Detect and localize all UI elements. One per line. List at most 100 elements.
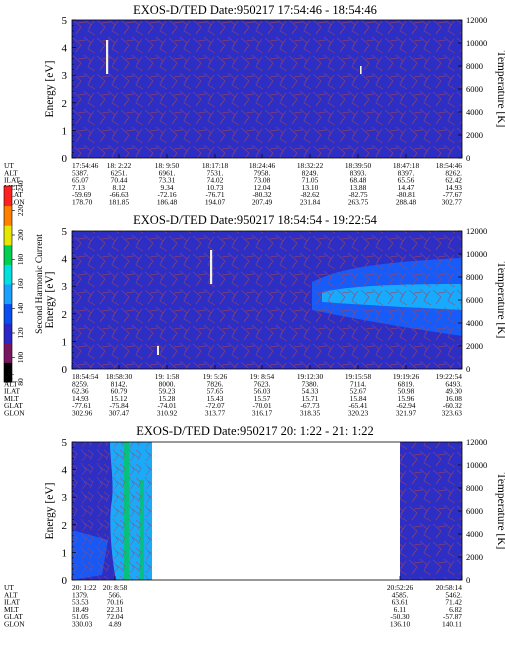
panel-2-right-tick-label: 6000 (466, 295, 483, 305)
panel-2-table-cell: 8259. (72, 379, 89, 388)
panel-2-row-label: MLT (4, 394, 19, 403)
panel-2-table-cell: 60.79 (111, 387, 128, 396)
panel-1-table-cell: -76.71 (205, 190, 224, 199)
panel-2-ylabel: Energy [eV] (44, 272, 56, 329)
panel-1-left-tick-label: 0 (62, 153, 68, 165)
panel-2-table-cell: 57.65 (207, 387, 224, 396)
panel-1-left-tick-label: 1 (62, 125, 68, 137)
panel-1-table-cell: 65.07 (72, 176, 89, 185)
panel-2-table-cell: 323.63 (442, 409, 463, 418)
panel-1-row-label: ILAT (4, 176, 20, 185)
panel-2-right-tick-label: 2000 (466, 341, 483, 351)
panel-1-table-cell: 7958. (254, 168, 271, 177)
panel-2-table-cell: 14.93 (72, 394, 89, 403)
panel-3-ylabel-right: Temperature [K] (495, 473, 505, 550)
panel-1-table-cell: 18:47:18 (393, 161, 420, 170)
panel-1-table-cell: 6961. (159, 168, 176, 177)
panel-2-table-cell: 19:22:54 (436, 372, 463, 381)
panel-1-table-cell: 13.10 (302, 183, 319, 192)
panel-2-row-label: GLAT (4, 401, 23, 410)
panel-3-segment-1-texture (72, 442, 152, 580)
panel-2-table-cell: 49.30 (445, 387, 462, 396)
panel-2-table-cell: 8142. (111, 379, 128, 388)
panel-2-table-cell: 7623. (254, 379, 271, 388)
panel-1-right-tick-label: 10000 (466, 38, 487, 48)
panel-2-table-cell: 6819. (398, 379, 415, 388)
panel-2-row-label: ILAT (4, 387, 20, 396)
panel-1-orbit-table: UTALTILATMLTGLATGLON17:54:465387.65.077.… (4, 154, 463, 207)
panel-3-table-cell: 4.89 (109, 620, 122, 629)
panel-2-table-cell: 15.96 (398, 394, 415, 403)
panel-3-row-label: GLAT (4, 612, 23, 621)
panel-2-table-cell: 19: 5:26 (203, 372, 228, 381)
panel-1-ylabel: Energy [eV] (44, 61, 56, 118)
colorbar-cell (4, 264, 12, 285)
panel-2-table-cell: 15.43 (207, 394, 224, 403)
panel-1-table-cell: 12.04 (254, 183, 271, 192)
panel-1-left-tick-label: 5 (62, 15, 68, 27)
panel-2-table-cell: -62.94 (396, 401, 415, 410)
panel-1-table-cell: 62.42 (445, 176, 462, 185)
panel-3-right-tick-label: 2000 (466, 552, 483, 562)
panel-1-left-tick-label: 3 (62, 70, 68, 82)
panel-3-table-cell: -57.87 (443, 612, 462, 621)
panel-1-table-cell: 302.77 (442, 198, 463, 207)
panel-2-right-ticks: 0 2000 4000 6000 8000 10000 12000 (458, 226, 487, 374)
panel-2-table-cell: 50.98 (398, 387, 415, 396)
panel-2-table-cell: 15.57 (254, 394, 271, 403)
panel-2-table-cell: 15.28 (159, 394, 176, 403)
panel-2-spike-1 (210, 250, 213, 284)
panel-3-right-tick-label: 10000 (466, 460, 487, 470)
panel-2-table-cell: 62.36 (72, 387, 89, 396)
colorbar-tick-label: 200 (16, 229, 25, 241)
panel-1-table-cell: 73.31 (159, 176, 176, 185)
panel-2-table-cell: 18:54:54 (72, 372, 99, 381)
panel-2-table-cell: 15.71 (302, 394, 319, 403)
panel-2-title: EXOS-D/TED Date:950217 18:54:54 - 19:22:… (133, 213, 377, 227)
panel-1-table-cell: 6251. (111, 168, 128, 177)
panel-1-table-cell: 18:54:46 (436, 161, 463, 170)
panel-3-table-cell: 51.05 (72, 612, 89, 621)
panel-1-table-cell: -82.75 (348, 190, 367, 199)
panel-3-table-cell: 136.10 (390, 620, 411, 629)
panel-2-table-cell: 59.23 (159, 387, 176, 396)
panel-2-row-label: UT (4, 372, 14, 381)
panel-1-table-cell: 8262. (445, 168, 462, 177)
panel-3-table-cell: 71.42 (445, 598, 462, 607)
panel-1-right-tick-label: 0 (466, 153, 470, 163)
colorbar-cell (4, 303, 12, 324)
panel-2-table-cell: 318.35 (300, 409, 321, 418)
panel-3-table-cell: 63.61 (392, 598, 409, 607)
panel-2-table-cell: 302.96 (72, 409, 93, 418)
panel-2-table-cell: 7826. (207, 379, 224, 388)
panel-2-spike-2 (157, 346, 159, 355)
panel-2-table-cell: -72.07 (205, 401, 224, 410)
panel-2-right-tick-label: 10000 (466, 249, 487, 259)
panel-2-table-cell: 320.23 (348, 409, 369, 418)
panel-2: EXOS-D/TED Date:950217 18:54:54 - 19:22:… (4, 213, 505, 418)
panel-2-table-cell: -67.73 (300, 401, 319, 410)
panel-1-table-cell: 68.48 (350, 176, 367, 185)
colorbar-tick-label: 140 (16, 303, 25, 315)
panel-2-table-cell: 313.77 (205, 409, 226, 418)
panel-1-table-cell: 8393. (350, 168, 367, 177)
panel-2-left-tick-label: 0 (62, 364, 68, 376)
panel-1-table-cell: -66.63 (109, 190, 128, 199)
panel-1-table-cell: 18:17:18 (202, 161, 229, 170)
panel-2-table-cell: 18:58:30 (106, 372, 133, 381)
panel-3-right-tick-label: 12000 (466, 437, 487, 447)
panel-2-left-tick-label: 3 (62, 281, 68, 293)
panel-2-left-tick-label: 5 (62, 226, 68, 238)
panel-1-row-label: UT (4, 161, 14, 170)
colorbar-tick-label: 220 (16, 205, 25, 217)
panel-1-left-ticks: 0 1 2 3 4 5 (62, 15, 76, 165)
panel-1-table-cell: 207.49 (252, 198, 273, 207)
panel-3-title: EXOS-D/TED Date:950217 20: 1:22 - 21: 1:… (136, 424, 373, 438)
panel-3-left-tick-label: 5 (62, 437, 68, 449)
panel-1-row-label: ALT (4, 168, 18, 177)
panel-1-table-cell: -80.81 (396, 190, 415, 199)
panel-1-table-cell: 18: 9:50 (155, 161, 180, 170)
panel-3-row-label: MLT (4, 605, 19, 614)
panel-1-table-cell: 7.13 (72, 183, 85, 192)
